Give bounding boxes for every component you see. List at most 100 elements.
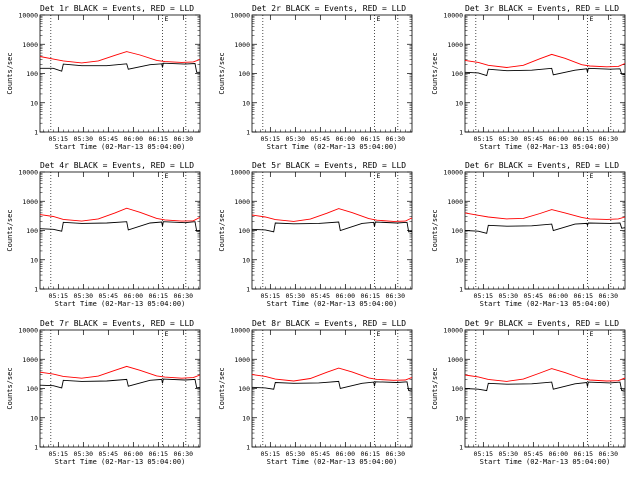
x-tick-label: 05:30	[499, 450, 519, 458]
x-tick-label: 06:30	[599, 135, 619, 143]
x-tick-label: 05:30	[286, 135, 306, 143]
plot-frame	[464, 171, 626, 290]
x-tick-label: 05:30	[499, 292, 519, 300]
y-tick-label: 10	[30, 256, 38, 264]
y-tick-label: 10	[242, 414, 250, 422]
x-tick-label: 05:15	[474, 450, 494, 458]
x-tick-label: 06:15	[149, 292, 169, 300]
panel-det-1: Det 1r BLACK = Events, RED = LLD 1 10 100 10…	[6, 4, 201, 151]
x-tick-label: 05:45	[524, 450, 544, 458]
y-tick-label: 1	[246, 129, 250, 137]
plot-frame	[251, 171, 413, 290]
x-tick-label: 06:00	[549, 292, 569, 300]
y-axis-label: Counts/sec	[431, 52, 439, 94]
x-tick-label: 05:45	[524, 135, 544, 143]
y-tick-label: 1000	[22, 198, 38, 206]
x-tick-label: 05:45	[99, 135, 119, 143]
x-tick-label: 06:30	[174, 292, 194, 300]
x-tick-label: 05:15	[261, 135, 281, 143]
panel-title: Det 4r BLACK = Events, RED = LLD	[40, 161, 194, 170]
plot-frame	[251, 14, 413, 133]
y-tick-label: 10	[455, 414, 463, 422]
series-lld-line	[39, 207, 201, 222]
series-events-line	[464, 222, 626, 234]
y-tick-label: 100	[26, 385, 38, 393]
y-tick-label: 1000	[447, 356, 463, 364]
plot-frame	[464, 14, 626, 133]
series-lld-line	[464, 53, 626, 68]
panel-title: Det 1r BLACK = Events, RED = LLD	[40, 4, 194, 13]
series-events-line	[40, 62, 200, 73]
plot-frame	[251, 329, 413, 448]
panel-det-6: Det 6r BLACK = Events, RED = LLD 1 10 100 10…	[431, 161, 626, 308]
y-tick-label: 100	[451, 385, 463, 393]
x-tick-label: 05:45	[311, 135, 331, 143]
y-axis-label: Counts/sec	[431, 367, 439, 409]
y-tick-label: 100	[451, 70, 463, 78]
panel-det-8: Det 8r BLACK = Events, RED = LLD 1 10 100 10…	[218, 319, 413, 466]
series-events-line	[251, 380, 413, 392]
x-tick-label: 05:45	[311, 292, 331, 300]
x-axis-label: Start Time (02-Mar-13 05:04:00)	[55, 458, 186, 466]
event-marker: E	[590, 172, 594, 180]
x-tick-label: 06:15	[574, 135, 594, 143]
x-tick-label: 05:45	[99, 450, 119, 458]
x-tick-label: 05:15	[49, 450, 69, 458]
series-events-line	[464, 381, 626, 392]
series-lld-line	[464, 368, 626, 382]
y-tick-label: 100	[238, 385, 250, 393]
x-tick-label: 05:15	[474, 135, 494, 143]
x-tick-label: 06:00	[336, 292, 356, 300]
event-marker: E	[377, 330, 381, 338]
y-tick-label: 10	[30, 99, 38, 107]
y-tick-label: 10	[242, 99, 250, 107]
y-tick-label: 1000	[447, 41, 463, 49]
x-axis-label: Start Time (02-Mar-13 05:04:00)	[267, 300, 398, 308]
panel-title: Det 5r BLACK = Events, RED = LLD	[252, 161, 406, 170]
series-events-line	[464, 67, 625, 77]
x-tick-label: 05:15	[261, 292, 281, 300]
x-tick-label: 05:45	[99, 292, 119, 300]
x-tick-label: 06:30	[599, 450, 619, 458]
y-tick-label: 1	[34, 286, 38, 294]
x-tick-label: 06:00	[549, 450, 569, 458]
y-tick-label: 1000	[234, 356, 250, 364]
panel-title: Det 9r BLACK = Events, RED = LLD	[465, 319, 619, 328]
y-tick-label: 10000	[230, 169, 250, 177]
x-axis-label: Start Time (02-Mar-13 05:04:00)	[480, 300, 611, 308]
x-tick-label: 05:15	[49, 292, 69, 300]
y-tick-label: 10000	[443, 327, 463, 335]
x-tick-label: 05:15	[49, 135, 69, 143]
y-tick-label: 1	[34, 129, 38, 137]
event-marker: E	[165, 15, 169, 23]
x-tick-label: 05:45	[311, 450, 331, 458]
series-lld-line	[39, 51, 201, 64]
panel-det-2: Det 2r BLACK = Events, RED = LLD 1 10 100 10…	[218, 4, 413, 151]
panel-title: Det 7r BLACK = Events, RED = LLD	[40, 319, 194, 328]
x-tick-label: 06:15	[149, 135, 169, 143]
y-tick-label: 1000	[447, 198, 463, 206]
x-tick-label: 06:30	[174, 450, 194, 458]
x-axis-label: Start Time (02-Mar-13 05:04:00)	[267, 458, 398, 466]
y-tick-label: 10000	[443, 169, 463, 177]
x-axis-label: Start Time (02-Mar-13 05:04:00)	[55, 300, 186, 308]
x-tick-label: 06:30	[386, 135, 406, 143]
x-tick-label: 06:00	[336, 135, 356, 143]
x-tick-label: 06:30	[386, 292, 406, 300]
panel-det-7: Det 7r BLACK = Events, RED = LLD 1 10 100 10…	[6, 319, 201, 466]
plot-frame	[39, 14, 201, 133]
y-tick-label: 100	[238, 227, 250, 235]
event-marker: E	[377, 172, 381, 180]
y-tick-label: 100	[238, 70, 250, 78]
y-tick-label: 1	[246, 444, 250, 452]
x-tick-label: 05:15	[261, 450, 281, 458]
x-tick-label: 06:15	[361, 135, 381, 143]
panel-title: Det 6r BLACK = Events, RED = LLD	[465, 161, 619, 170]
x-tick-label: 06:15	[361, 292, 381, 300]
y-tick-label: 10000	[230, 327, 250, 335]
series-events-line	[39, 221, 201, 232]
panel-det-5: Det 5r BLACK = Events, RED = LLD 1 10 100 10…	[218, 161, 413, 308]
x-tick-label: 06:15	[149, 450, 169, 458]
x-tick-label: 05:15	[474, 292, 494, 300]
event-marker: E	[590, 15, 594, 23]
